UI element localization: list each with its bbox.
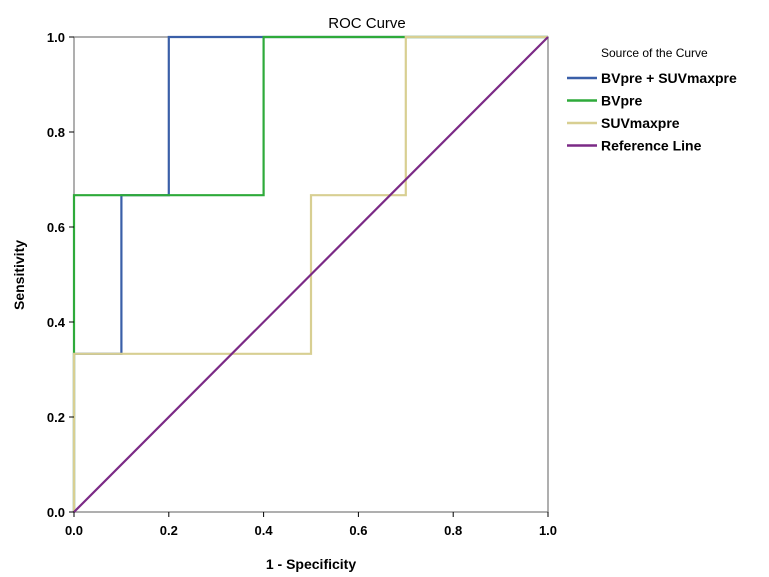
chart-title: ROC Curve bbox=[328, 15, 406, 32]
x-tick-label: 0.8 bbox=[444, 523, 462, 538]
legend: Source of the Curve BVpre + SUVmaxpre BVp… bbox=[567, 46, 737, 154]
y-axis-label: Sensitivity bbox=[11, 240, 27, 310]
legend-label: BVpre + SUVmaxpre bbox=[601, 70, 737, 86]
legend-label: Reference Line bbox=[601, 138, 702, 154]
y-tick-label: 1.0 bbox=[47, 30, 65, 45]
series-layer bbox=[72, 35, 549, 513]
y-tick-label: 0.6 bbox=[47, 220, 65, 235]
y-tick-label: 0.0 bbox=[47, 505, 65, 520]
y-tick-label: 0.4 bbox=[47, 315, 66, 330]
y-tick-label: 0.2 bbox=[47, 410, 65, 425]
axis-layer: 0.0 0.2 0.4 0.6 0.8 1.0 0.0 0.2 0.4 0.6 0.8 1.0 bbox=[47, 30, 557, 538]
x-tick-label: 0.2 bbox=[160, 523, 178, 538]
x-tick-label: 0.0 bbox=[65, 523, 83, 538]
series-line-suvmaxpre bbox=[72, 35, 548, 512]
y-tick-label: 0.8 bbox=[47, 125, 65, 140]
legend-label: SUVmaxpre bbox=[601, 115, 680, 131]
x-tick-label: 0.6 bbox=[349, 523, 367, 538]
x-tick-label: 1.0 bbox=[539, 523, 557, 538]
legend-label: BVpre bbox=[601, 93, 642, 109]
series-line-bvpre bbox=[72, 35, 548, 512]
x-axis-label: 1 - Specificity bbox=[266, 556, 356, 572]
x-tick-label: 0.4 bbox=[255, 523, 274, 538]
legend-title: Source of the Curve bbox=[601, 46, 708, 60]
series-line-reference-line bbox=[73, 36, 549, 513]
